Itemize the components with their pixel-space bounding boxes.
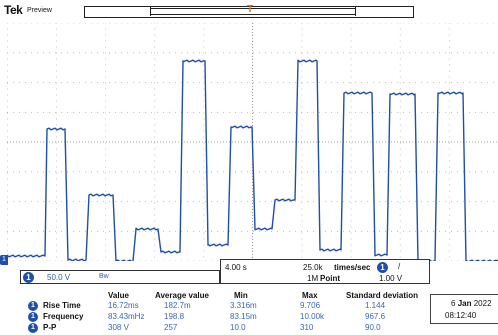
trigger-position-marker[interactable]: T <box>247 4 254 15</box>
measurement-source-badge: 1 <box>28 312 38 322</box>
measurement-max: 310 <box>300 323 314 332</box>
measurement-source-badge: 1 <box>28 323 38 333</box>
header-max: Max <box>302 291 318 300</box>
measurement-average: 198.8 <box>164 312 185 321</box>
trigger-slope-icon: / <box>398 262 401 271</box>
measurement-source-badge: 1 <box>28 301 38 311</box>
measurement-min: 83.15m <box>230 312 257 321</box>
time: 08:12:40 <box>445 311 477 320</box>
date-time-display: 6 Jan 2022 08:12:40 <box>430 294 498 324</box>
record-length: 1M <box>307 274 319 283</box>
measurement-value: 16.72ms <box>108 301 139 310</box>
measurement-value: 308 V <box>108 323 129 332</box>
measurement-max: 9.706 <box>300 301 321 310</box>
header-std-dev: Standard deviation <box>346 291 419 300</box>
header-average: Average value <box>155 291 209 300</box>
bandwidth-limit-icon: Bw <box>99 273 109 280</box>
horizontal-readout[interactable]: 4.00 s 25.0k times/sec 1M Point 1 / 1.00… <box>220 259 430 284</box>
measurement-average: 257 <box>164 323 178 332</box>
measurement-std-dev: 967.6 <box>365 312 386 321</box>
measurement-std-dev: 1.144 <box>365 301 386 310</box>
record-view-window[interactable] <box>150 7 356 16</box>
channel-readout[interactable]: 1 50.0 V Bw <box>20 270 220 284</box>
brand-logo: Tek <box>4 3 23 17</box>
measurement-row-peak-to-peak[interactable]: 1 P-P 308 V 257 10.0 310 90.0 <box>0 323 430 335</box>
measurement-min: 10.0 <box>230 323 246 332</box>
date-month: Jan <box>457 299 472 308</box>
graticule <box>7 23 498 261</box>
waveform-display[interactable] <box>7 23 498 261</box>
vertical-scale: 50.0 V <box>47 273 71 282</box>
measurements-table: Value Average value Min Max Standard dev… <box>0 284 430 335</box>
measurement-label: P-P <box>43 323 57 332</box>
header-value: Value <box>108 291 129 300</box>
sample-rate-unit: times/sec <box>334 263 371 272</box>
horizontal-scale: 4.00 s <box>225 263 247 272</box>
channel-1-ground-marker[interactable]: 1 <box>0 255 8 265</box>
date-day: 6 <box>451 299 456 308</box>
measurement-std-dev: 90.0 <box>365 323 381 332</box>
sample-rate: 25.0k <box>303 263 323 272</box>
measurement-value: 83.43mHz <box>108 312 145 321</box>
trigger-level: 1.00 V <box>379 274 403 283</box>
channel-badge: 1 <box>23 272 34 283</box>
header-min: Min <box>234 291 248 300</box>
measurement-row-frequency[interactable]: 1 Frequency 83.43mHz 198.8 83.15m 10.00k… <box>0 312 430 324</box>
trigger-source-badge: 1 <box>377 262 388 273</box>
header-bar: Tek Preview T <box>0 0 498 22</box>
measurement-average: 182.7m <box>164 301 191 310</box>
measurement-max: 10.00k <box>300 312 325 321</box>
measurement-label: Rise Time <box>43 301 81 310</box>
measurement-label: Frequency <box>43 312 84 321</box>
date: 6 Jan 2022 <box>451 299 492 308</box>
date-year: 2022 <box>473 299 492 308</box>
measurement-row-rise-time[interactable]: 1 Rise Time 16.72ms 182.7m 3.316m 9.706 … <box>0 301 430 313</box>
record-length-unit: Point <box>320 274 340 283</box>
measurement-min: 3.316m <box>230 301 257 310</box>
acquisition-mode: Preview <box>27 7 52 14</box>
